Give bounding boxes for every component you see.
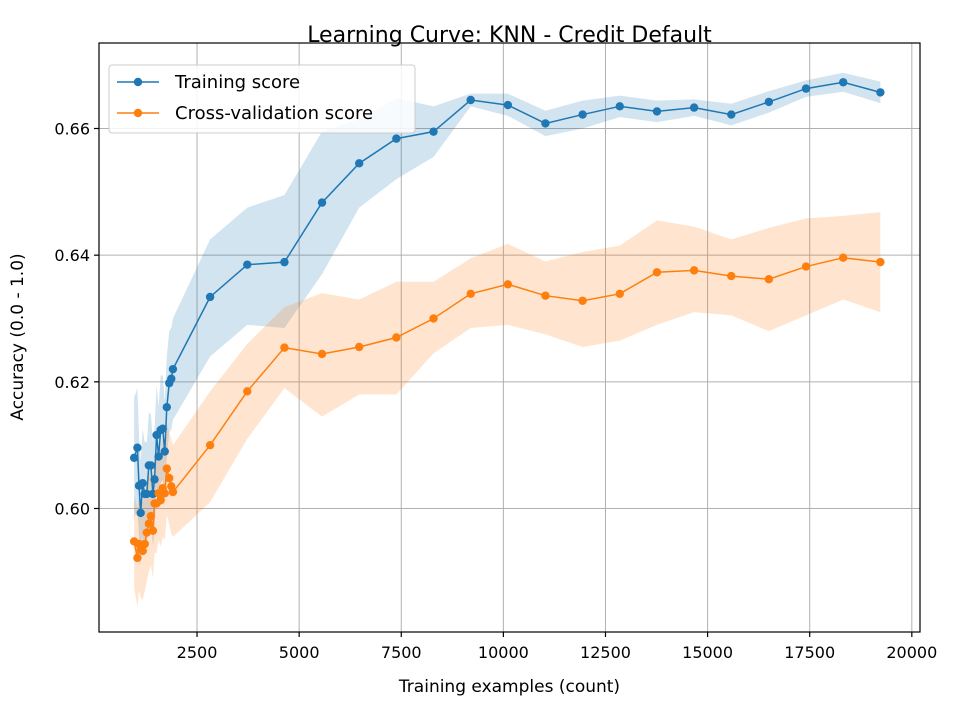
cross-validation-score-point	[140, 539, 149, 549]
cross-validation-score-point	[652, 268, 662, 277]
x-tick-label: 2500	[177, 643, 218, 662]
cross-validation-score-point	[764, 275, 774, 284]
legend: Training score Cross-validation score	[108, 64, 416, 134]
cross-validation-score-point	[876, 257, 885, 267]
training-score-point	[162, 402, 171, 412]
cross-validation-score-point	[689, 266, 699, 275]
training-score-point	[142, 489, 151, 499]
cross-validation-score-point	[466, 289, 475, 298]
x-tick-label: 5000	[279, 643, 320, 662]
legend-marker-training	[133, 77, 143, 87]
training-score-point	[136, 508, 145, 518]
training-score-point	[503, 100, 513, 110]
cross-validation-score-point	[578, 296, 587, 305]
training-score-point	[652, 107, 662, 116]
training-score-point	[541, 119, 550, 128]
x-tick-label: 17500	[784, 643, 835, 662]
training-score-point	[205, 292, 215, 302]
training-score-point	[154, 452, 163, 461]
cross-validation-score-point	[144, 519, 154, 528]
training-score-point	[129, 453, 139, 463]
cross-validation-score-point	[280, 343, 289, 352]
legend-marker-cross-validation	[133, 108, 143, 118]
training-score-point	[167, 374, 176, 383]
cross-validation-score-point	[243, 387, 252, 396]
training-score-point	[317, 198, 327, 207]
training-score-point	[689, 103, 699, 112]
training-score-point	[466, 95, 475, 105]
training-score-point	[764, 97, 774, 107]
chart-title: Learning Curve: KNN - Credit Default	[307, 23, 712, 48]
y-axis-label: Accuracy (0.0 - 1.0)	[8, 253, 28, 420]
cross-validation-score-point	[205, 440, 215, 450]
cross-validation-score-point	[156, 496, 165, 505]
cross-validation-score-point	[615, 289, 624, 298]
plot-area	[99, 43, 920, 632]
cross-validation-score-point	[165, 473, 174, 483]
training-score-point	[168, 364, 178, 374]
cross-validation-score-point	[839, 253, 848, 262]
training-score-point	[133, 443, 142, 452]
y-tick-label: 0.60	[54, 500, 90, 519]
cross-validation-score-point	[727, 271, 736, 281]
cross-validation-score-point	[168, 487, 178, 497]
training-score-point	[150, 475, 159, 484]
training-score-point	[146, 461, 156, 470]
cross-validation-confidence-band	[134, 212, 881, 607]
legend-label-cross-validation: Cross-validation score	[175, 103, 373, 124]
legend-box	[108, 64, 416, 134]
training-score-point	[280, 257, 289, 267]
training-score-point	[839, 78, 848, 87]
training-confidence-band	[134, 72, 881, 566]
cross-validation-score-point	[392, 333, 401, 342]
cross-validation-score-point	[801, 262, 811, 271]
cross-validation-score-point	[138, 546, 147, 556]
cross-validation-score-point	[317, 349, 327, 359]
confidence-bands	[134, 72, 881, 607]
y-axis-ticks: 0.60 0.62 0.64 0.66	[54, 120, 99, 519]
cross-validation-score-point	[148, 526, 158, 535]
training-score-point	[138, 478, 147, 488]
training-score-point	[429, 127, 438, 136]
cross-validation-score-point	[133, 553, 142, 563]
y-gridlines	[99, 128, 920, 509]
x-tick-label: 12500	[580, 643, 631, 662]
y-tick-label: 0.62	[54, 373, 90, 392]
y-tick-label: 0.64	[54, 246, 90, 265]
cross-validation-score-point	[162, 464, 171, 473]
training-score-point	[727, 110, 736, 119]
training-score-point	[578, 110, 587, 119]
training-score-point	[160, 447, 169, 456]
x-axis-ticks: 2500 5000 7500 10000 12500 15000 17500 20000	[177, 632, 937, 662]
series-markers	[129, 78, 885, 563]
training-score-point	[801, 84, 811, 93]
training-score-point	[354, 159, 364, 168]
cross-validation-score-point	[429, 314, 438, 323]
x-tick-label: 20000	[886, 643, 937, 662]
training-score-point	[158, 424, 167, 433]
cross-validation-score-point	[354, 342, 364, 352]
training-score-point	[615, 102, 624, 111]
x-tick-label: 7500	[381, 643, 422, 662]
cross-validation-score-point	[503, 280, 513, 289]
cross-validation-score-point	[541, 291, 550, 300]
cross-validation-score-point	[146, 511, 156, 521]
training-score-point	[243, 260, 252, 269]
training-score-point	[392, 134, 401, 143]
x-tick-label: 15000	[682, 643, 733, 662]
x-tick-label: 10000	[478, 643, 529, 662]
x-axis-label: Training examples (count)	[398, 677, 620, 697]
training-score-point	[876, 88, 885, 97]
axes-frame	[98, 42, 921, 633]
y-tick-label: 0.66	[54, 120, 90, 139]
cross-validation-score-point	[160, 489, 169, 498]
x-gridlines	[196, 43, 913, 632]
legend-label-training: Training score	[174, 72, 300, 93]
